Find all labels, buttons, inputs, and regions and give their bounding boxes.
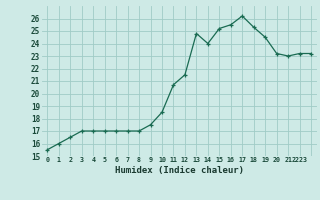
X-axis label: Humidex (Indice chaleur): Humidex (Indice chaleur) xyxy=(115,166,244,175)
